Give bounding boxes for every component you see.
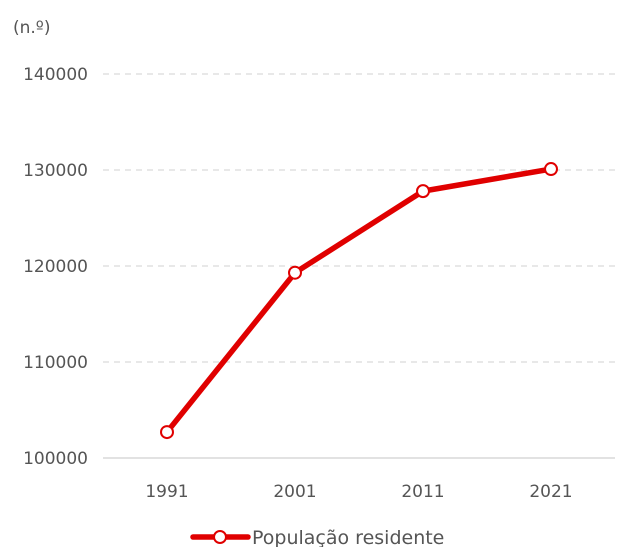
legend-label: População residente	[252, 527, 444, 547]
x-tick-label: 2011	[401, 482, 444, 502]
y-tick-label: 140000	[23, 65, 88, 85]
series-group	[160, 162, 558, 440]
x-tick-label: 2021	[529, 482, 572, 502]
y-tick-labels: 100000 110000 120000 130000 140000	[23, 65, 88, 469]
data-point	[160, 425, 174, 440]
legend-swatch-marker	[213, 530, 227, 544]
x-tick-label: 2001	[273, 482, 316, 502]
legend: População residente	[190, 527, 444, 549]
data-point	[288, 265, 302, 280]
data-point	[544, 162, 558, 177]
data-point	[416, 184, 430, 199]
y-axis-label: (n.º)	[13, 18, 50, 38]
gridlines	[103, 73, 615, 459]
y-tick-label: 110000	[23, 353, 88, 373]
y-tick-label: 120000	[23, 257, 88, 277]
x-tick-label: 1991	[145, 482, 188, 502]
series-line	[164, 166, 554, 435]
x-tick-labels: 1991 2001 2011 2021	[145, 482, 572, 502]
y-tick-label: 130000	[23, 161, 88, 181]
y-tick-label: 100000	[23, 449, 88, 469]
